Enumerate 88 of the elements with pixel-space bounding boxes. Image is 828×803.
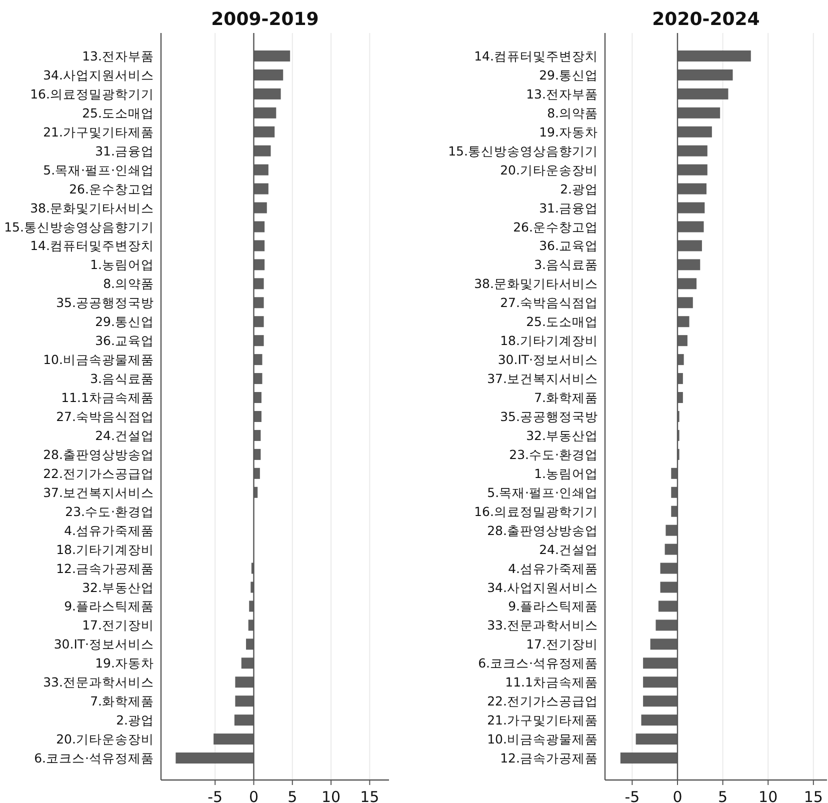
y-tick-label: 5.목재·펄프·인쇄업: [43, 162, 154, 178]
y-tick-label: 11.1차금속제품: [505, 674, 598, 690]
y-tick-label: 26.운수창고업: [69, 181, 154, 196]
y-tick-label: 32.부동산업: [526, 428, 598, 443]
y-tick-label: 10.비금속광물제품: [487, 732, 598, 747]
x-tick-label: -5: [208, 788, 223, 803]
y-tick-label: 21.가구및기타제품: [43, 124, 154, 140]
x-tick-label: 0: [248, 788, 259, 803]
y-tick-label: 25.도소매업: [526, 314, 598, 330]
x-tick-label: -5: [624, 788, 640, 803]
x-tick-label: 0: [672, 788, 682, 803]
x-tick-label: 5: [718, 788, 728, 803]
x-tick-label: 15: [360, 788, 380, 803]
y-tick-label: 33.전문과학서비스: [487, 618, 598, 633]
chart-title: 2020-2024: [652, 9, 760, 30]
y-tick-label: 7.화학제품: [90, 694, 154, 709]
y-tick-label: 1.농림어업: [534, 466, 598, 481]
y-tick-label: 13.전자부품: [82, 48, 154, 64]
y-tick-label: 9.플라스틱제품: [64, 598, 154, 614]
y-tick-label: 7.화학제품: [534, 390, 598, 406]
y-tick-label: 18.기타기계장비: [56, 542, 154, 557]
y-tick-label: 6.코크스·석유정제품: [478, 656, 598, 671]
y-tick-label: 24.건설업: [539, 542, 598, 557]
y-tick-label: 12.금속가공제품: [500, 750, 598, 766]
y-tick-label: 10.비금속광물제품: [43, 352, 154, 368]
y-tick-label: 23.수도·환경업: [65, 504, 154, 519]
y-tick-label: 31.금융업: [539, 200, 598, 216]
y-tick-label: 29.통신업: [539, 67, 598, 82]
y-tick-label: 26.운수창고업: [513, 219, 598, 234]
y-tick-label: 30.IT·정보서비스: [498, 352, 598, 368]
y-tick-label: 19.자동차: [539, 124, 598, 140]
y-tick-label: 8.의약품: [103, 276, 154, 292]
y-tick-label: 31.금융업: [95, 143, 154, 158]
y-tick-label: 14.컴퓨터및주변장치: [30, 238, 154, 254]
y-tick-label: 14.컴퓨터및주변장치: [474, 48, 598, 64]
y-tick-label: 38.문화및기타서비스: [474, 276, 598, 292]
y-tick-label: 33.전문과학서비스: [43, 674, 154, 690]
y-tick-label: 38.문화및기타서비스: [30, 200, 154, 216]
y-tick-label: 6.코크스·석유정제품: [34, 750, 154, 766]
y-tick-label: 11.1차금속제품: [61, 390, 154, 406]
y-tick-label: 15.통신방송영상음향기기: [448, 143, 598, 158]
y-tick-label: 22.전기가스공급업: [487, 694, 598, 709]
y-tick-label: 35.공공행정국방: [500, 408, 598, 424]
y-tick-label: 1.농림어업: [90, 257, 154, 272]
y-tick-label: 3.음식료품: [90, 371, 154, 386]
y-tick-label: 21.가구및기타제품: [487, 712, 598, 728]
y-tick-label: 28.출판영상방송업: [487, 522, 598, 538]
y-tick-label: 12.금속가공제품: [56, 560, 154, 576]
y-tick-label: 20.기타운송장비: [500, 162, 598, 178]
y-tick-label: 32.부동산업: [82, 580, 154, 595]
x-tick-label: 10: [321, 788, 341, 803]
y-tick-label: 13.전자부품: [526, 86, 598, 102]
y-tick-label: 37.보건복지서비스: [43, 484, 154, 500]
y-tick-label: 30.IT·정보서비스: [54, 636, 154, 652]
y-tick-label: 36.교육업: [95, 333, 154, 348]
y-tick-label: 27.숙박음식점업: [500, 295, 598, 310]
y-tick-label: 2.광업: [116, 712, 154, 728]
y-tick-label: 27.숙박음식점업: [56, 408, 154, 424]
y-tick-label: 8.의약품: [547, 105, 598, 120]
y-tick-label: 17.전기장비: [82, 618, 154, 633]
y-tick-label: 37.보건복지서비스: [487, 371, 598, 386]
y-tick-label: 19.자동차: [95, 656, 154, 671]
y-tick-label: 29.통신업: [95, 314, 154, 330]
y-tick-label: 4.섬유가죽제품: [508, 560, 598, 576]
x-tick-label: 5: [288, 788, 298, 803]
y-tick-label: 36.교육업: [539, 238, 598, 254]
y-tick-label: 35.공공행정국방: [56, 295, 154, 310]
y-tick-label: 25.도소매업: [82, 105, 154, 120]
y-tick-label: 5.목재·펄프·인쇄업: [487, 484, 598, 500]
x-tick-label: 10: [758, 788, 778, 803]
y-tick-label: 28.출판영상방송업: [43, 446, 154, 462]
y-tick-label: 24.건설업: [95, 428, 154, 443]
y-tick-label: 22.전기가스공급업: [43, 466, 154, 481]
y-tick-label: 18.기타기계장비: [500, 333, 598, 348]
y-tick-label: 23.수도·환경업: [509, 446, 598, 462]
chart-title: 2009-2019: [211, 9, 319, 30]
x-tick-label: 15: [804, 788, 823, 803]
y-tick-label: 16.의료정밀광학기기: [30, 86, 154, 102]
y-tick-label: 20.기타운송장비: [56, 732, 154, 747]
y-tick-label: 16.의료정밀광학기기: [474, 504, 598, 519]
y-tick-label: 9.플라스틱제품: [508, 598, 598, 614]
y-tick-label: 15.통신방송영상음향기기: [4, 219, 154, 234]
y-tick-label: 4.섬유가죽제품: [64, 522, 154, 538]
y-tick-label: 34.사업지원서비스: [43, 67, 154, 82]
y-tick-label: 34.사업지원서비스: [487, 580, 598, 595]
y-tick-label: 3.음식료품: [534, 257, 598, 272]
y-tick-label: 17.전기장비: [526, 636, 598, 652]
y-tick-label: 2.광업: [560, 181, 598, 196]
